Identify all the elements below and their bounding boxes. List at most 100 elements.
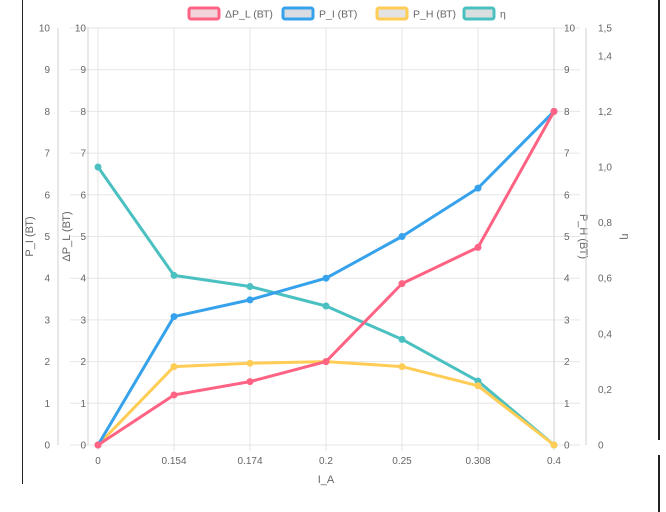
y-tick-label: 1,0 [598,163,612,174]
y-tick-label: 0 [44,441,50,452]
legend-item[interactable]: η [462,6,506,21]
data-point[interactable] [170,391,178,399]
y-axis-eta: 0 0,2 0,4 0,6 0,8 1,0 1,2 1,4 1,5 η [585,24,631,452]
data-point[interactable] [322,274,330,282]
y-tick-label: 5 [564,232,570,243]
right-frame-border [658,0,660,440]
y-tick-label: 7 [80,149,86,160]
data-point[interactable] [322,358,330,366]
legend-label: P_I (ВТ) [319,9,357,21]
data-point[interactable] [398,233,406,240]
data-point[interactable] [550,107,558,115]
data-point[interactable] [398,280,406,288]
y-tick-label: 9 [44,65,50,76]
chart-legend[interactable]: ΔP_L (ВТ) P_I (ВТ) P_H (ВТ) η [187,6,506,21]
x-axis: 0 0.154 0.174 0.2 0.25 0.308 0.4 I_A [95,456,561,486]
y-axis-title: ΔP_L (ВТ) [61,211,73,261]
legend-item[interactable]: P_H (ВТ) [375,6,456,21]
y-tick-label: 7 [564,149,570,160]
y-tick-label: 6 [80,190,86,201]
y-axis-title: P_I (ВТ) [24,216,36,256]
y-tick-label: 0 [80,441,86,452]
data-point[interactable] [170,271,178,279]
y-tick-label: 0 [564,441,570,452]
y-tick-label: 8 [80,107,86,118]
y-tick-label: 0,2 [598,385,612,396]
data-point[interactable] [170,363,178,371]
data-point[interactable] [246,378,254,386]
y-tick-label: 10 [39,24,51,35]
y-tick-label: 10 [75,24,87,35]
x-tick-label: 0.154 [161,456,186,467]
x-axis-title: I_A [318,474,335,486]
x-tick-label: 0.2 [319,456,333,467]
y-tick-label: 5 [44,232,50,243]
data-point[interactable] [474,382,482,390]
legend-swatch [375,6,409,21]
y-tick-label: 3 [564,315,570,326]
data-point[interactable] [246,359,254,367]
legend-label: η [500,9,506,21]
y-tick-label: 0,6 [598,274,612,285]
y-tick-label: 1 [80,399,86,410]
y-tick-label: 1 [44,399,50,410]
x-tick-label: 0 [95,456,101,467]
y-tick-label: 9 [564,65,570,76]
y-tick-label: 5 [80,232,86,243]
legend-label: ΔP_L (ВТ) [225,9,273,21]
chart-series [94,107,558,449]
y-tick-label: 0,8 [598,218,612,229]
y-tick-label: 9 [80,65,86,76]
data-point[interactable] [246,296,254,304]
y-tick-label: 8 [44,107,50,118]
data-point[interactable] [550,441,558,449]
data-point[interactable] [246,283,254,291]
y-axis-ph: 0 1 2 3 4 5 6 7 8 9 10 P_H (ВТ) [553,24,589,452]
y-tick-label: 1,2 [598,107,612,118]
left-frame-border [22,0,23,484]
data-point[interactable] [322,302,330,310]
legend-swatch [462,6,496,21]
legend-item[interactable]: P_I (ВТ) [281,6,357,21]
data-point[interactable] [398,335,406,343]
y-tick-label: 4 [564,274,570,285]
y-tick-label: 6 [564,190,570,201]
chart-grid [70,27,580,451]
y-tick-label: 2 [564,357,570,368]
y-tick-label: 4 [80,274,86,285]
y-tick-label: 0,4 [598,329,612,340]
y-tick-label: 3 [80,315,86,326]
data-point[interactable] [170,313,178,321]
y-tick-label: 0 [598,441,604,452]
series-ΔP_L (ВТ) [94,107,558,449]
x-tick-label: 0.308 [465,456,490,467]
legend-label: P_H (ВТ) [413,9,456,21]
data-point[interactable] [94,163,102,171]
x-tick-label: 0.174 [237,456,262,467]
y-tick-label: 4 [44,274,50,285]
data-point[interactable] [474,184,482,192]
x-tick-label: 0.4 [547,456,561,467]
y-tick-label: 1 [564,399,570,410]
y-axis-title: P_H (ВТ) [577,214,589,259]
x-tick-label: 0.25 [392,456,412,467]
y-tick-label: 10 [564,24,576,35]
y-axis-dpl: 0 1 2 3 4 5 6 7 8 9 10 ΔP_L (ВТ) [61,24,89,452]
y-tick-label: 3 [44,315,50,326]
y-tick-label: 1,4 [598,52,612,63]
y-tick-label: 1,5 [598,24,612,35]
legend-item[interactable]: ΔP_L (ВТ) [187,6,273,21]
y-axis-pi: 0 1 2 3 4 5 6 7 8 9 10 P_I (ВТ) [24,24,59,452]
legend-swatch [281,6,315,21]
data-point[interactable] [94,441,102,449]
y-axis-title: η [619,233,631,239]
y-tick-label: 8 [564,107,570,118]
data-point[interactable] [398,363,406,371]
data-point[interactable] [474,243,482,251]
y-tick-label: 2 [80,357,86,368]
y-tick-label: 6 [44,190,50,201]
right-frame-border-lower [658,455,660,512]
y-tick-label: 2 [44,357,50,368]
